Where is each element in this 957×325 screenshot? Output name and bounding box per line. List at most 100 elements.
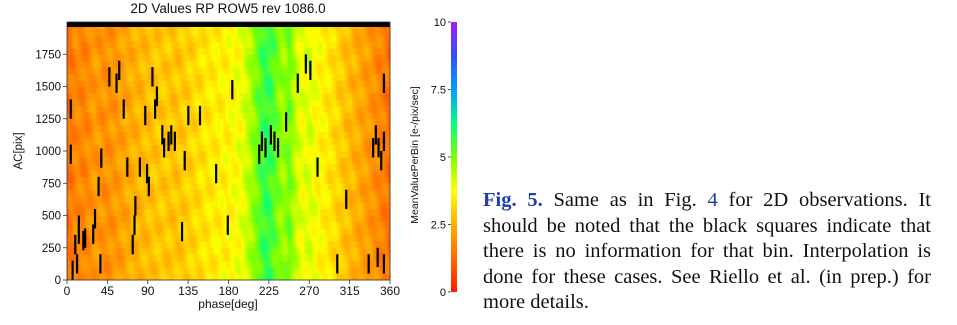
heatmap-cell — [360, 267, 364, 274]
heatmap-cell — [101, 67, 106, 74]
heatmap-cell — [115, 241, 119, 249]
heatmap-cell — [110, 163, 114, 171]
heatmap-cell — [85, 60, 89, 68]
heatmap-cell — [365, 112, 369, 120]
heatmap-cell — [263, 254, 267, 262]
heatmap-cell — [101, 73, 106, 81]
heatmap-cell — [93, 99, 98, 107]
heatmap-cell — [231, 151, 235, 158]
heatmap-cell — [223, 234, 227, 242]
heatmap-cell — [204, 105, 208, 113]
heatmap-cell — [384, 99, 388, 107]
heatmap-cell — [67, 170, 71, 178]
heatmap-cell — [293, 228, 297, 236]
heatmap-cell — [101, 189, 106, 197]
heatmap-cell — [161, 260, 165, 268]
heatmap-cell — [128, 28, 132, 36]
heatmap-cell — [357, 34, 361, 42]
heatmap-cell — [376, 60, 380, 68]
heatmap-cell — [153, 170, 157, 178]
heatmap-cell — [320, 28, 324, 36]
heatmap-cell — [355, 54, 359, 62]
heatmap-cell — [311, 60, 316, 68]
heatmap-cell — [276, 131, 281, 139]
heatmap-cell — [303, 92, 307, 100]
heatmap-cell — [239, 234, 243, 242]
heatmap-cell — [69, 73, 73, 81]
heatmap-cell — [193, 34, 197, 42]
heatmap-cell — [244, 247, 248, 255]
heatmap-cell — [266, 99, 270, 107]
heatmap-cell — [150, 221, 154, 229]
heatmap-cell — [303, 144, 307, 152]
heatmap-cell — [322, 28, 326, 36]
heatmap-cell — [381, 183, 386, 191]
heatmap-cell — [271, 112, 275, 120]
heatmap-cell — [373, 86, 377, 94]
heatmap-cell — [293, 183, 297, 191]
heatmap-cell — [384, 138, 388, 145]
heatmap-cell — [363, 105, 367, 113]
heatmap-cell — [298, 176, 302, 184]
heatmap-cell — [325, 221, 329, 229]
heatmap-cell — [217, 170, 221, 178]
heatmap-cell — [77, 144, 81, 152]
heatmap-cell — [303, 241, 307, 249]
heatmap-cell — [196, 170, 200, 178]
heatmap-cell — [171, 54, 176, 62]
heatmap-cell — [325, 86, 329, 94]
heatmap-cell — [330, 112, 334, 120]
heatmap-cell — [252, 86, 256, 94]
heatmap-cell — [126, 125, 130, 133]
caption-figure-ref[interactable]: 4 — [707, 189, 718, 211]
heatmap-cell — [88, 189, 92, 197]
heatmap-cell — [158, 260, 162, 268]
heatmap-cell — [212, 260, 216, 268]
heatmap-cell — [355, 228, 359, 236]
heatmap-cell — [333, 157, 337, 165]
heatmap-cell — [104, 183, 108, 191]
heatmap-cell — [220, 183, 224, 191]
heatmap-cell — [193, 234, 197, 242]
heatmap-cell — [379, 234, 383, 242]
heatmap-cell — [236, 92, 240, 100]
heatmap-cell — [177, 60, 181, 68]
heatmap-cell — [336, 151, 340, 158]
heatmap-cell — [158, 170, 162, 178]
heatmap-cell — [107, 151, 111, 158]
heatmap-cell — [363, 196, 367, 203]
heatmap-cell — [67, 125, 71, 133]
heatmap-cell — [196, 247, 200, 255]
heatmap-cell — [250, 99, 254, 107]
heatmap-cell — [333, 273, 337, 281]
heatmap-cell — [115, 138, 119, 145]
heatmap-cell — [209, 112, 213, 120]
heatmap-cell — [258, 221, 262, 229]
heatmap-cell — [239, 144, 243, 152]
heatmap-cell — [131, 41, 135, 49]
heatmap-cell — [231, 41, 235, 49]
heatmap-cell — [223, 241, 227, 249]
heatmap-cell — [115, 163, 119, 171]
heatmap-cell — [153, 60, 157, 68]
heatmap-cell — [185, 209, 189, 216]
heatmap-cell — [96, 273, 100, 281]
heatmap-cell — [322, 118, 326, 126]
heatmap-cell — [166, 28, 170, 36]
heatmap-cell — [145, 189, 149, 197]
heatmap-cell — [290, 99, 294, 107]
heatmap-cell — [166, 254, 170, 262]
heatmap-cell — [217, 267, 221, 274]
heatmap-cell — [123, 202, 127, 210]
heatmap-cell — [147, 105, 151, 113]
heatmap-cell — [352, 215, 356, 223]
heatmap-cell — [384, 170, 388, 178]
heatmap-cell — [285, 47, 289, 55]
heatmap-cell — [150, 209, 154, 216]
heatmap-cell — [204, 47, 208, 55]
heatmap-cell — [360, 60, 364, 68]
heatmap-cell — [333, 221, 337, 229]
heatmap-cell — [142, 47, 146, 55]
heatmap-cell — [204, 234, 208, 242]
heatmap-cell — [363, 112, 367, 120]
